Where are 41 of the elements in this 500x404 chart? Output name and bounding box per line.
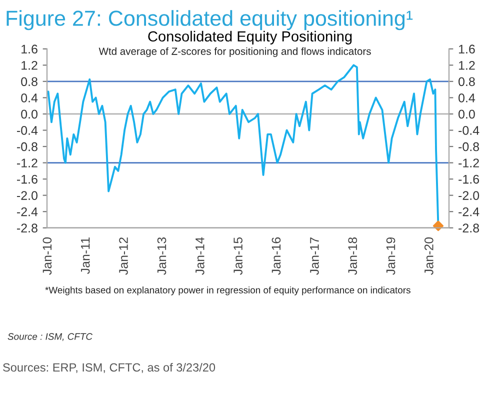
y-tick-label: -2.0 (16, 191, 38, 200)
y2-tick-label: -1.6 (458, 174, 480, 184)
chart-title: Figure 27: Consolidated equity positioning¹ (6, 10, 413, 30)
x-tick-label: Jan-15 (234, 237, 242, 275)
y-tick-label: -0.8 (16, 142, 38, 152)
y-tick-label: 0.4 (21, 93, 38, 102)
x-tick-label: Jan-14 (196, 237, 204, 275)
x-tick-label: Jan-20 (424, 237, 434, 275)
y2-tick-label: -2.0 (458, 191, 480, 200)
x-tick-label: Jan-10 (42, 237, 52, 275)
y2-tick-label: -0.4 (458, 126, 480, 135)
x-tick-label: Jan-12 (119, 238, 128, 275)
y2-tick-label: -2.8 (458, 224, 480, 233)
x-tick-label: Jan-11 (81, 237, 90, 274)
y2-tick-label: -1.2 (458, 158, 479, 168)
y2-tick-label: 1.2 (458, 60, 475, 70)
source-note: Source : ISM, CFTC (8, 333, 93, 341)
y-tick-label: -2.4 (16, 207, 38, 216)
source-note: Sources: ERP, ISM, CFTC, as of 3/23/20 (3, 362, 216, 374)
y-tick-label: -2.8 (16, 224, 38, 233)
y2-tick-label: 0.4 (458, 93, 476, 102)
y2-tick-label: -0.8 (458, 142, 480, 152)
x-tick-label: Jan-13 (157, 237, 166, 275)
y2-tick-label: 1.6 (458, 44, 475, 54)
x-tick-label: Jan-17 (310, 238, 319, 275)
y-tick-label: 0.8 (21, 77, 38, 86)
y2-tick-label: 0.8 (458, 77, 475, 86)
chart-subtitle: Consolidated Equity Positioning (148, 30, 352, 44)
y2-tick-label: 0.0 (458, 110, 475, 119)
y2-tick-label: -2.4 (458, 207, 480, 216)
y-tick-label: -0.4 (16, 126, 38, 135)
x-tick-label: Jan-16 (272, 237, 281, 275)
x-tick-label: Jan-18 (348, 237, 358, 275)
annotation: Wtd average of Z-scores for positioning and flows indicators (98, 47, 371, 57)
y-tick-label: 1.2 (22, 60, 38, 70)
y-tick-label: 0.0 (21, 110, 38, 119)
y-tick-label: -1.6 (16, 174, 38, 184)
x-tick-label: Jan-19 (386, 237, 396, 275)
y-tick-label: 1.6 (22, 44, 38, 54)
text: *Weights based on explanatory power in regression of equity performance on indicators (45, 286, 410, 296)
y-tick-label: -1.2 (16, 158, 38, 168)
